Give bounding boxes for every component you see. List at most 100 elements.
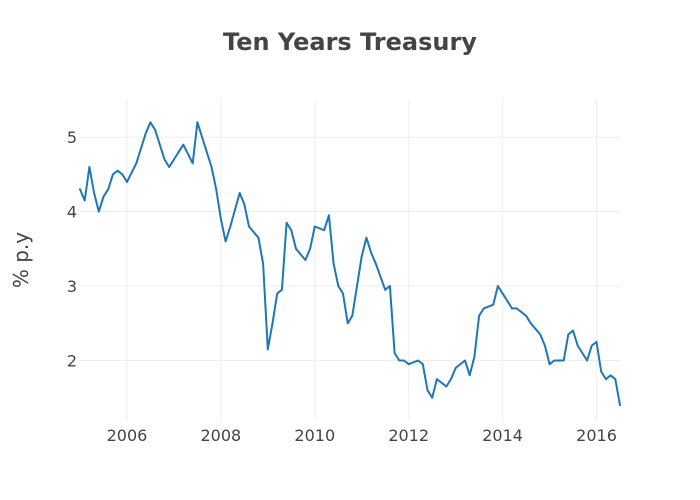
data-point xyxy=(182,143,185,146)
data-point xyxy=(619,404,621,406)
data-point xyxy=(262,262,264,265)
data-point xyxy=(112,173,114,176)
data-point xyxy=(553,359,556,362)
data-point xyxy=(398,359,401,362)
data-point xyxy=(224,240,227,243)
data-point xyxy=(576,344,579,347)
data-point xyxy=(365,236,368,239)
data-point xyxy=(163,158,166,161)
data-point xyxy=(421,363,424,366)
data-point xyxy=(529,322,532,325)
data-point xyxy=(257,236,260,239)
data-point xyxy=(210,166,213,168)
data-point xyxy=(586,359,588,362)
data-point xyxy=(290,229,293,232)
data-point xyxy=(126,181,128,183)
series-line-0 xyxy=(79,121,621,407)
data-point xyxy=(356,285,358,287)
data-point xyxy=(173,158,175,161)
data-point xyxy=(473,355,476,358)
x-tick-label: 2016 xyxy=(576,426,617,445)
data-point xyxy=(271,322,274,325)
data-point xyxy=(121,173,124,176)
data-point xyxy=(539,333,542,336)
y-tick-label: 2 xyxy=(67,351,77,370)
data-point xyxy=(220,218,222,221)
data-point xyxy=(407,363,410,366)
data-point xyxy=(426,389,429,392)
x-tick-label: 2014 xyxy=(482,426,523,445)
x-tick-label: 2010 xyxy=(294,426,335,445)
data-point xyxy=(88,166,91,168)
y-axis-ticks: 2 3 4 5 xyxy=(67,128,77,370)
data-point xyxy=(567,333,570,336)
data-point xyxy=(351,314,354,317)
data-point xyxy=(497,285,499,287)
data-point xyxy=(102,195,105,198)
data-point xyxy=(191,162,194,165)
data-point xyxy=(229,225,232,228)
x-tick-label: 2006 xyxy=(107,426,148,445)
data-point xyxy=(393,352,396,354)
data-point xyxy=(384,288,387,291)
data-point xyxy=(154,128,157,131)
x-tick-label: 2012 xyxy=(388,426,429,445)
data-point xyxy=(417,359,419,362)
data-point xyxy=(431,396,434,399)
data-point xyxy=(107,188,110,191)
data-point xyxy=(558,359,560,362)
data-point xyxy=(266,348,269,351)
data-point xyxy=(337,285,340,287)
data-point xyxy=(370,251,372,254)
data-point xyxy=(478,314,480,317)
data-point xyxy=(590,344,593,347)
data-point xyxy=(332,262,335,265)
data-point xyxy=(201,136,204,139)
data-point xyxy=(595,341,598,343)
data-point xyxy=(342,292,344,295)
data-point xyxy=(93,192,95,194)
data-point xyxy=(196,121,199,124)
data-point xyxy=(135,162,138,165)
data-point xyxy=(281,288,283,291)
data-point xyxy=(525,314,527,317)
data-point xyxy=(464,359,466,362)
data-point xyxy=(548,363,551,366)
data-point xyxy=(605,378,607,380)
y-tick-label: 5 xyxy=(67,128,77,147)
data-point xyxy=(97,210,100,213)
data-point xyxy=(149,121,152,124)
data-point xyxy=(215,188,218,191)
data-point xyxy=(511,307,513,310)
data-point xyxy=(304,259,307,261)
series-group xyxy=(79,121,621,407)
data-point xyxy=(562,359,565,362)
x-axis-ticks: 2006 2008 2010 2012 2014 2016 xyxy=(107,426,617,445)
data-point xyxy=(445,385,448,388)
data-point xyxy=(238,192,241,194)
data-point xyxy=(328,214,330,217)
data-point xyxy=(454,367,457,369)
y-tick-label: 3 xyxy=(67,277,77,296)
data-point xyxy=(346,322,349,325)
data-point xyxy=(544,344,546,347)
data-point xyxy=(515,307,518,310)
y-tick-label: 4 xyxy=(67,203,77,222)
data-point xyxy=(248,225,250,228)
data-point xyxy=(389,285,391,287)
data-point xyxy=(374,262,377,265)
data-point xyxy=(600,370,603,373)
data-point xyxy=(243,203,246,206)
data-point xyxy=(468,374,471,377)
data-point xyxy=(313,225,316,228)
data-point xyxy=(609,374,612,377)
data-point xyxy=(295,247,297,250)
data-point xyxy=(83,199,86,202)
x-tick-label: 2008 xyxy=(201,426,242,445)
data-point xyxy=(436,378,438,380)
data-point xyxy=(168,166,171,168)
data-point xyxy=(360,255,363,258)
data-point xyxy=(614,378,617,380)
data-point xyxy=(144,132,147,135)
